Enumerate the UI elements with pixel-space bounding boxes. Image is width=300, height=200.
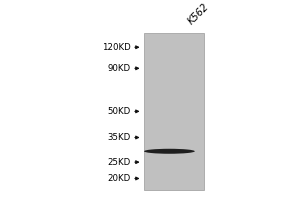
Text: K562: K562 bbox=[186, 1, 211, 26]
Text: 50KD: 50KD bbox=[107, 107, 130, 116]
Bar bbox=[144, 33, 204, 190]
Text: 90KD: 90KD bbox=[107, 64, 130, 73]
Text: 25KD: 25KD bbox=[107, 158, 130, 167]
Text: 120KD: 120KD bbox=[102, 43, 130, 52]
Text: 20KD: 20KD bbox=[107, 174, 130, 183]
Ellipse shape bbox=[144, 149, 195, 154]
Text: 35KD: 35KD bbox=[107, 133, 130, 142]
